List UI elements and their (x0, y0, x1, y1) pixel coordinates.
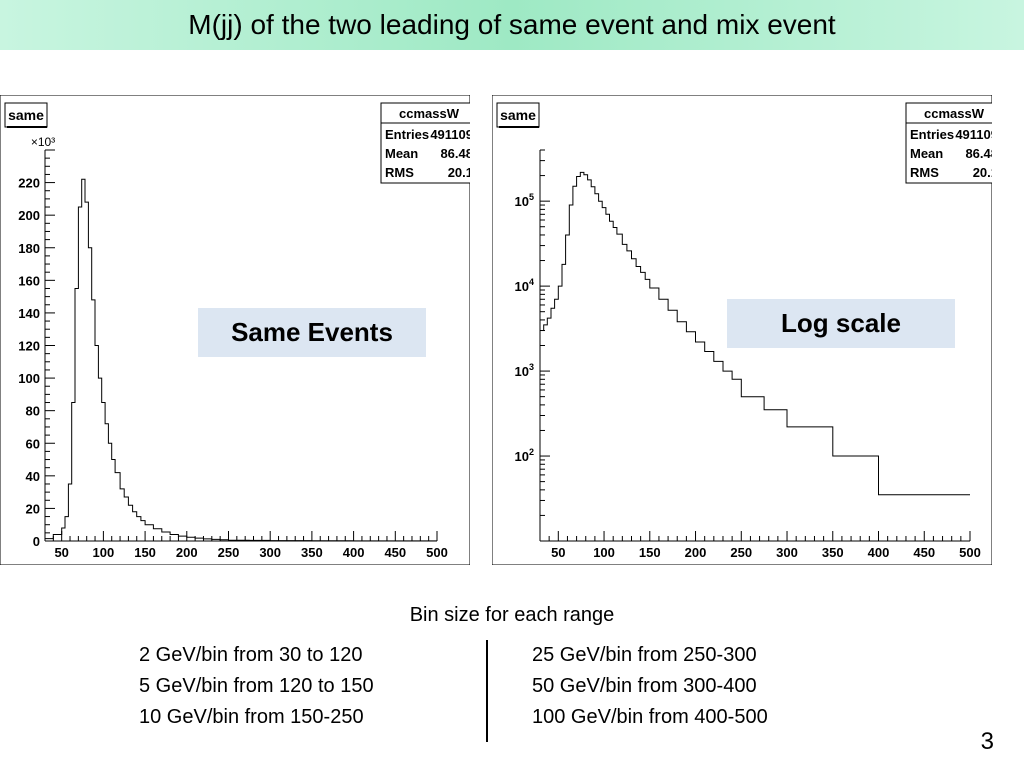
x-tick-label: 400 (343, 545, 365, 560)
y-multiplier-label: ×10³ (31, 135, 55, 149)
slide-title-bar: M(jj) of the two leading of same event a… (0, 0, 1024, 50)
stats-label: Mean (910, 146, 943, 161)
log-scale-label-text: Log scale (781, 308, 901, 338)
y-tick-label: 180 (18, 241, 40, 256)
bin-line: 50 GeV/bin from 300-400 (532, 675, 757, 697)
stats-name: ccmassW (399, 106, 460, 121)
y-tick-label: 0 (33, 534, 40, 549)
stats-label: Entries (385, 127, 429, 142)
x-tick-label: 50 (551, 545, 565, 560)
x-tick-label: 500 (959, 545, 981, 560)
stats-label: Mean (385, 146, 418, 161)
y-tick-label: 20 (26, 501, 40, 516)
bin-list-left: 2 GeV/bin from 30 to 120 5 GeV/bin from … (139, 640, 374, 733)
y-tick-label: 102 (515, 447, 534, 464)
stats-box (905, 102, 992, 184)
y-tick-label: 104 (515, 277, 534, 294)
y-tick-label: 60 (26, 436, 40, 451)
x-tick-label: 250 (730, 545, 752, 560)
y-tick-label: 160 (18, 273, 40, 288)
title-box (496, 102, 540, 128)
x-tick-label: 400 (868, 545, 890, 560)
column-divider (486, 640, 488, 742)
x-tick-label: 250 (218, 545, 240, 560)
x-tick-label: 350 (301, 545, 323, 560)
stats-value: 20.1 (973, 165, 992, 180)
slide-title: M(jj) of the two leading of same event a… (188, 9, 836, 40)
y-tick-label: 40 (26, 469, 40, 484)
x-tick-label: 450 (384, 545, 406, 560)
stats-label: Entries (910, 127, 954, 142)
log-scale-label: Log scale (727, 299, 955, 348)
x-tick-label: 300 (776, 545, 798, 560)
stats-value: 86.48 (440, 146, 470, 161)
y-tick-label: 220 (18, 176, 40, 191)
histogram-steps (540, 171, 970, 496)
x-tick-label: 450 (913, 545, 935, 560)
y-tick-label: 80 (26, 404, 40, 419)
stats-value: 491109 (955, 127, 992, 142)
stats-name: ccmassW (924, 106, 985, 121)
x-tick-label: 150 (134, 545, 156, 560)
x-tick-label: 100 (593, 545, 615, 560)
bin-line: 5 GeV/bin from 120 to 150 (139, 675, 374, 697)
title-box (4, 102, 48, 128)
y-tick-label: 100 (18, 371, 40, 386)
bin-line: 10 GeV/bin from 150-250 (139, 706, 364, 728)
x-tick-label: 100 (93, 545, 115, 560)
y-tick-label: 200 (18, 208, 40, 223)
plot-title: same (500, 107, 536, 123)
x-tick-label: 300 (259, 545, 281, 560)
bin-list-right: 25 GeV/bin from 250-300 50 GeV/bin from … (532, 640, 768, 733)
histogram-steps (45, 178, 437, 542)
y-tick-label: 103 (515, 362, 534, 379)
bin-line: 2 GeV/bin from 30 to 120 (139, 644, 363, 666)
x-tick-label: 50 (54, 545, 68, 560)
bin-line: 25 GeV/bin from 250-300 (532, 644, 757, 666)
bin-line: 100 GeV/bin from 400-500 (532, 706, 768, 728)
y-tick-label: 140 (18, 306, 40, 321)
stats-value: 86.48 (965, 146, 992, 161)
x-tick-label: 200 (176, 545, 198, 560)
x-tick-label: 150 (639, 545, 661, 560)
y-tick-label: 120 (18, 339, 40, 354)
stats-label: RMS (910, 165, 939, 180)
x-tick-label: 350 (822, 545, 844, 560)
stats-value: 20.1 (448, 165, 470, 180)
page-number: 3 (980, 728, 994, 755)
bin-size-heading: Bin size for each range (409, 604, 615, 626)
stats-box (380, 102, 470, 184)
stats-value: 491109 (430, 127, 470, 142)
same-events-label-text: Same Events (231, 317, 393, 347)
x-tick-label: 500 (426, 545, 448, 560)
y-tick-label: 105 (515, 192, 534, 209)
x-tick-label: 200 (685, 545, 707, 560)
plot-title: same (8, 107, 44, 123)
same-events-label: Same Events (198, 308, 426, 357)
stats-label: RMS (385, 165, 414, 180)
